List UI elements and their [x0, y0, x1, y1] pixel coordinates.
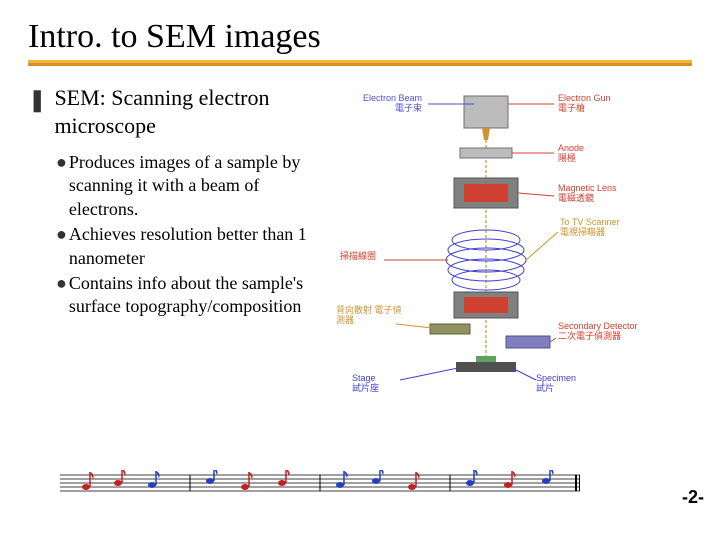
diagram-label: Magnetic Lens 電磁透鏡 [558, 184, 617, 204]
slide-title: Intro. to SEM images [28, 18, 692, 56]
note [278, 470, 290, 486]
note [466, 470, 478, 486]
anode [460, 148, 512, 158]
main-bullet: ❚ SEM: Scanning electron microscope [28, 84, 328, 139]
gun-body [464, 96, 508, 128]
label-cn: 電視掃瞄器 [560, 228, 619, 238]
ptr [526, 232, 558, 260]
sem-diagram: Electron Beam 電子束 Electron Gun 電子槍 Anode… [336, 90, 692, 410]
label-cn: 試片座 [352, 384, 379, 394]
main-bullet-text: SEM: Scanning electron microscope [54, 84, 328, 139]
note [504, 471, 516, 488]
content-row: ❚ SEM: Scanning electron microscope ● Pr… [28, 84, 692, 410]
sec-detector [506, 336, 550, 348]
label-cn: 試片 [536, 384, 576, 394]
diagram-label: 背向散射 電子偵測器 [336, 306, 406, 326]
sub-bullet: ● Achieves resolution better than 1 nano… [56, 223, 328, 270]
lens1-inner [464, 184, 508, 202]
sub-bullet-text: Contains info about the sample's surface… [69, 272, 328, 319]
music-staff-decoration [60, 470, 580, 496]
sub-bullet-text: Produces images of a sample by scanning … [69, 151, 328, 221]
page-number: -2- [682, 487, 704, 508]
title-underline [28, 60, 692, 66]
label-cn: 電子束 [336, 104, 422, 114]
diagram-column: Electron Beam 電子束 Electron Gun 電子槍 Anode… [336, 84, 692, 410]
note [542, 470, 554, 484]
sub-bullet-marker: ● [56, 151, 67, 221]
staff-lines [60, 475, 580, 491]
diagram-label: Secondary Detector 二次電子偵測器 [558, 322, 638, 342]
sub-bullet-marker: ● [56, 223, 67, 270]
label-cn: 電磁透鏡 [558, 194, 617, 204]
back-detector [430, 324, 470, 334]
sub-bullet-text: Achieves resolution better than 1 nanome… [69, 223, 328, 270]
diagram-label: Anode 陽極 [558, 144, 584, 164]
note [206, 470, 218, 484]
note [148, 471, 160, 488]
note [114, 470, 126, 486]
diagram-label: Specimen 試片 [536, 374, 576, 394]
sub-bullet-marker: ● [56, 272, 67, 319]
diagram-label: Electron Beam 電子束 [336, 94, 422, 114]
label-cn: 背向散射 電子偵測器 [336, 306, 406, 326]
sem-schematic-svg [336, 90, 656, 400]
gun-tip [482, 128, 490, 140]
diagram-label: Electron Gun 電子槍 [558, 94, 611, 114]
ptr [512, 368, 536, 380]
stage [456, 362, 516, 372]
sub-bullet: ● Produces images of a sample by scannin… [56, 151, 328, 221]
ptr [400, 368, 458, 380]
sub-bullet-list: ● Produces images of a sample by scannin… [28, 151, 328, 319]
note [372, 470, 384, 484]
sub-bullet: ● Contains info about the sample's surfa… [56, 272, 328, 319]
diagram-label: 掃描線圈 [340, 252, 376, 262]
label-en: 掃描線圈 [340, 252, 376, 262]
ptr [518, 193, 554, 196]
lens2-inner [464, 297, 508, 313]
specimen [476, 356, 496, 362]
note [336, 471, 348, 488]
diagram-label: Stage 試片座 [352, 374, 379, 394]
label-cn: 陽極 [558, 154, 584, 164]
main-bullet-marker: ❚ [28, 86, 46, 139]
label-cn: 二次電子偵測器 [558, 332, 638, 342]
label-cn: 電子槍 [558, 104, 611, 114]
ptr [550, 338, 556, 342]
text-column: ❚ SEM: Scanning electron microscope ● Pr… [28, 84, 328, 410]
diagram-label: To TV Scanner 電視掃瞄器 [560, 218, 619, 238]
